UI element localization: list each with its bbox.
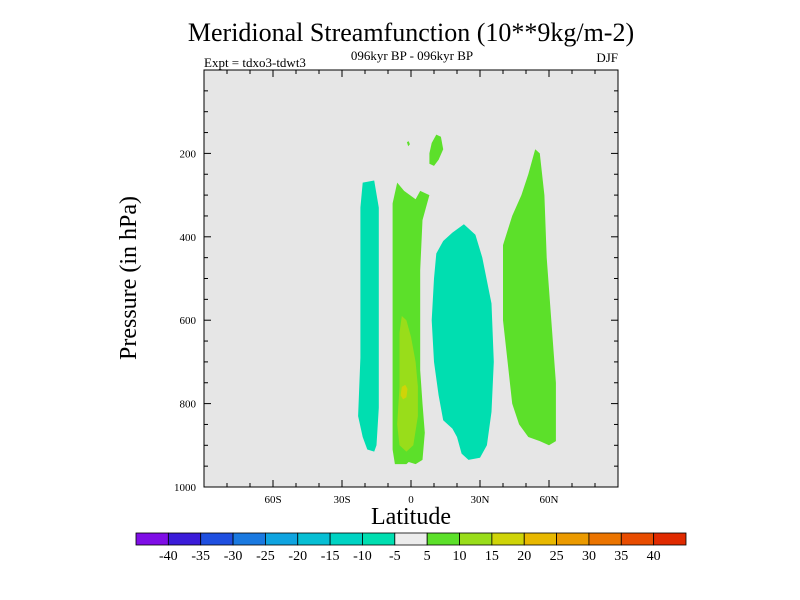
contour-region-band-neg-sh [358, 180, 379, 452]
x-tick-label: 60S [264, 494, 281, 506]
y-axis-ticks: 200 400 600 800 1000 [174, 90, 618, 494]
y-axis-label: Pressure (in hPa) [116, 196, 142, 360]
x-axis-label: Latitude [371, 504, 451, 530]
colorbar-swatch [426, 532, 460, 546]
contour-regions [358, 134, 556, 465]
colorbar [135, 532, 687, 546]
colorbar-swatch [653, 532, 687, 546]
colorbar-label: -15 [321, 549, 340, 564]
colorbar-swatch [200, 532, 234, 546]
contour-region-core-max-eq [400, 384, 408, 400]
x-tick-label: 30N [471, 494, 490, 506]
x-tick-label: 0 [408, 494, 414, 506]
colorbar-swatch [620, 532, 655, 546]
y-tick-label: 600 [180, 315, 197, 327]
colorbar-label: -35 [191, 549, 210, 564]
x-axis-ticks: 60S 30S 0 30N 60N [226, 70, 596, 506]
colorbar-swatch [394, 532, 428, 546]
chart-subtitle-period: 096kyr BP - 096kyr BP [351, 48, 473, 63]
colorbar-swatch [588, 532, 622, 546]
colorbar-swatch [265, 532, 299, 546]
colorbar-label: 20 [517, 549, 531, 564]
colorbar-label: -40 [159, 549, 178, 564]
colorbar-label: -30 [224, 549, 243, 564]
colorbar-swatch [329, 532, 363, 546]
colorbar-label: -5 [389, 549, 401, 564]
x-tick-label: 60N [540, 494, 559, 506]
colorbar-swatch [232, 532, 266, 546]
colorbar-swatch [135, 532, 169, 546]
colorbar-swatch [297, 532, 331, 546]
colorbar-label: 30 [582, 549, 596, 564]
colorbar-swatch [491, 532, 525, 546]
chart-subtitle-season: DJF [596, 50, 618, 65]
colorbar-labels: -40 -35 -30 -25 -20 -15 -10 -5 5 10 15 20 25 30 35 40 [159, 549, 661, 564]
colorbar-swatch [167, 532, 202, 546]
colorbar-swatch [362, 532, 396, 546]
y-tick-label: 200 [180, 148, 197, 160]
colorbar-label: 25 [550, 549, 564, 564]
colorbar-label: 35 [614, 549, 628, 564]
x-tick-label: 30S [333, 494, 350, 506]
contour-region-core-pos-eq [397, 316, 418, 452]
contour-region-band-pos-nh [503, 149, 556, 446]
chart-subtitle-experiment: Expt = tdxo3-tdwt3 [204, 55, 306, 70]
colorbar-swatch [556, 532, 590, 546]
colorbar-swatch [459, 532, 493, 546]
colorbar-label: -10 [353, 549, 372, 564]
colorbar-label: 15 [485, 549, 499, 564]
colorbar-label: -20 [288, 549, 307, 564]
chart-title: Meridional Streamfunction (10**9kg/m-2) [188, 18, 634, 47]
colorbar-swatch [523, 532, 557, 546]
contour-region-patch-pos-tiny [406, 141, 410, 147]
contour-region-band-neg-eq [431, 224, 494, 460]
colorbar-label: 10 [453, 549, 467, 564]
colorbar-label: 40 [647, 549, 661, 564]
colorbar-label: 5 [424, 549, 431, 564]
colorbar-label: -25 [256, 549, 275, 564]
y-tick-label: 1000 [174, 482, 197, 494]
contour-region-patch-pos-upper [429, 134, 444, 166]
y-tick-label: 400 [180, 232, 197, 244]
y-tick-label: 800 [180, 399, 197, 411]
